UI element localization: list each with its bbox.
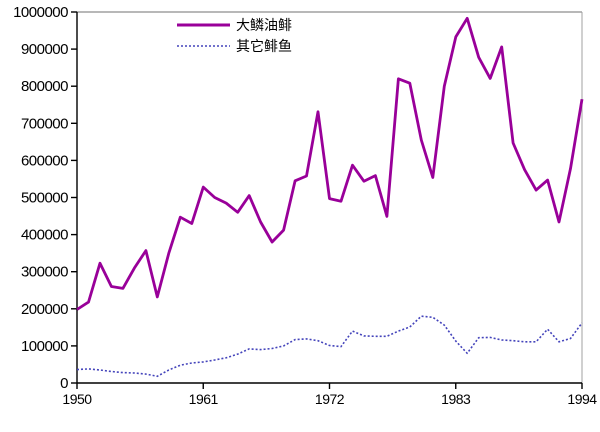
y-tick-label: 0 — [60, 375, 68, 392]
x-tick-label: 1983 — [441, 391, 471, 407]
x-tick-label: 1961 — [189, 391, 219, 407]
plot-frame — [77, 11, 583, 383]
x-axis-ticks: 1950 1961 1972 1983 1994 — [62, 383, 598, 407]
y-tick-label: 1000000 — [13, 4, 68, 21]
legend: 大鳞油鲱 其它鲱鱼 — [177, 17, 292, 54]
y-tick-label: 800000 — [21, 78, 68, 95]
legend-label-series1: 大鳞油鲱 — [236, 17, 292, 33]
x-tick-label: 1972 — [315, 391, 345, 407]
y-tick-label: 300000 — [21, 264, 68, 281]
series-line-1 — [76, 16, 584, 311]
y-tick-label: 100000 — [21, 338, 68, 355]
y-axis-ticks: 0 100000 200000 300000 400000 500000 600000 700… — [13, 4, 77, 392]
y-tick-label: 200000 — [21, 301, 68, 318]
series-line-2 — [76, 315, 583, 378]
y-tick-label: 500000 — [21, 190, 68, 207]
y-tick-label: 900000 — [21, 41, 68, 58]
y-tick-label: 700000 — [21, 115, 68, 132]
data-series — [76, 16, 584, 378]
legend-label-series2: 其它鲱鱼 — [236, 38, 292, 54]
x-tick-label: 1950 — [62, 391, 92, 407]
y-tick-label: 600000 — [21, 152, 68, 169]
x-tick-label: 1994 — [567, 391, 597, 407]
y-tick-label: 400000 — [21, 227, 68, 244]
